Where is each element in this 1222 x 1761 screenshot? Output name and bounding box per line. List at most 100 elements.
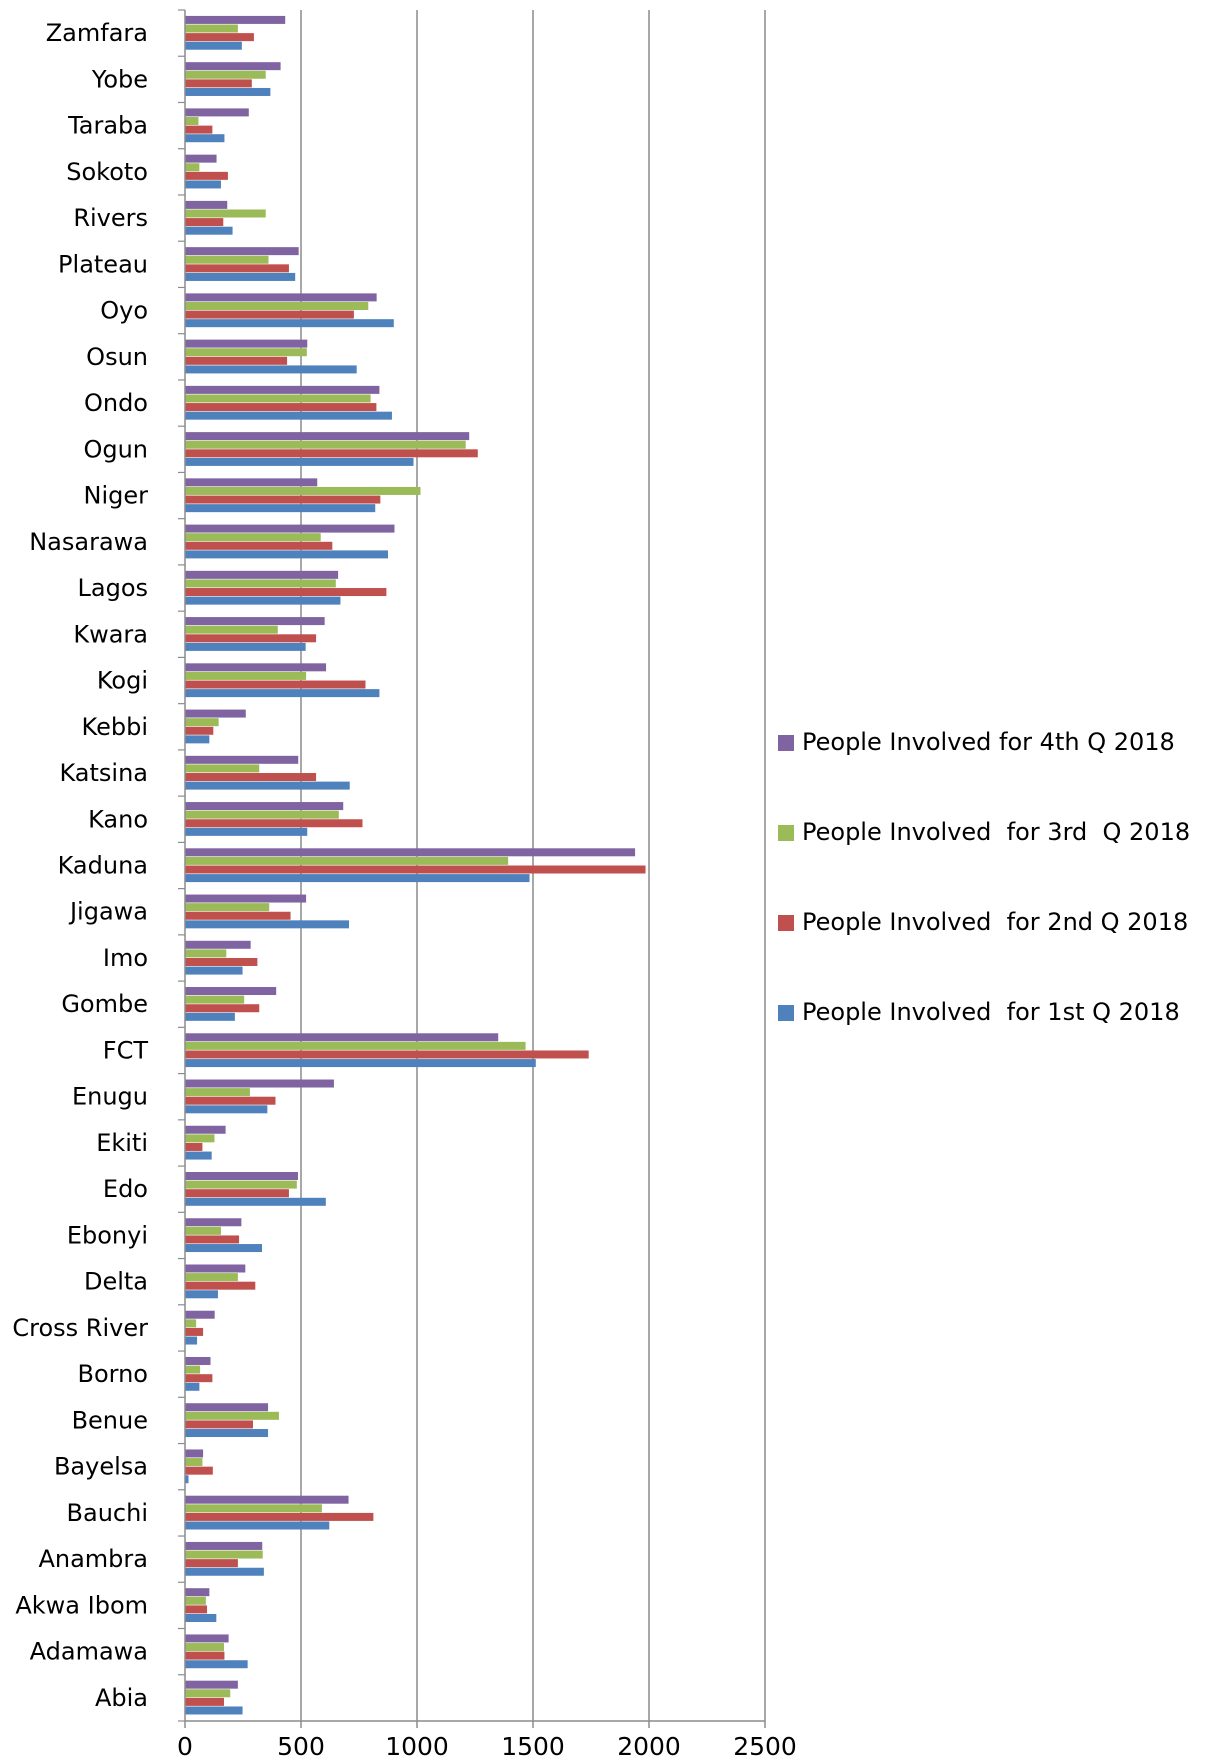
bar xyxy=(185,671,307,680)
bar xyxy=(185,1365,201,1374)
x-axis-ticks: 0 500 1000 1500 2000 2500 xyxy=(177,9,797,1761)
bar xyxy=(185,966,243,975)
bar xyxy=(185,1059,536,1068)
bar xyxy=(185,1310,215,1319)
bar xyxy=(185,1050,589,1059)
bar xyxy=(185,663,327,672)
category-label: Oyo xyxy=(100,297,148,325)
bar xyxy=(185,735,210,744)
bar xyxy=(185,1290,218,1299)
bar xyxy=(185,348,307,357)
category-label: Benue xyxy=(72,1406,148,1434)
bar xyxy=(185,1004,260,1013)
bar xyxy=(185,1689,231,1698)
category-label: Kwara xyxy=(73,620,148,648)
category-label: Ondo xyxy=(84,389,148,417)
bar xyxy=(185,596,341,605)
category-label: Edo xyxy=(103,1175,148,1203)
category-label: Gombe xyxy=(61,990,148,1018)
bar xyxy=(185,1512,374,1521)
bar xyxy=(185,1495,349,1504)
bar xyxy=(185,848,636,857)
bar xyxy=(185,264,289,273)
bar xyxy=(185,272,296,281)
bar xyxy=(185,920,350,929)
tick-label: 1500 xyxy=(501,1732,565,1761)
bar xyxy=(185,15,286,24)
category-label: Kebbi xyxy=(82,713,148,741)
bar xyxy=(185,541,333,550)
bar xyxy=(185,1541,263,1550)
bar xyxy=(185,171,228,180)
bar xyxy=(185,1134,215,1143)
bar xyxy=(185,1125,226,1134)
bar xyxy=(185,865,646,874)
tick-label: 2500 xyxy=(733,1732,797,1761)
category-label: Rivers xyxy=(73,204,148,232)
bar xyxy=(185,570,339,579)
bar xyxy=(185,1588,210,1597)
bar xyxy=(185,617,325,626)
bar xyxy=(185,486,421,495)
bar xyxy=(185,1327,204,1336)
category-label: Ebonyi xyxy=(67,1221,148,1249)
bar xyxy=(185,1596,206,1605)
bar xyxy=(185,403,377,412)
category-label: Bayelsa xyxy=(54,1453,148,1481)
bar xyxy=(185,1411,279,1420)
bar xyxy=(185,478,318,487)
bar xyxy=(185,949,227,958)
category-label: Nasarawa xyxy=(29,528,148,556)
bar xyxy=(185,365,357,374)
bar xyxy=(185,1559,238,1568)
bar xyxy=(185,903,270,912)
bar xyxy=(185,1680,238,1689)
bar xyxy=(185,634,317,643)
bar xyxy=(185,709,246,718)
bar xyxy=(185,1697,224,1706)
bar xyxy=(185,781,350,790)
legend-swatch xyxy=(778,915,794,931)
category-label: Adamawa xyxy=(30,1638,148,1666)
bar xyxy=(185,874,530,883)
bar xyxy=(185,1273,238,1282)
category-label: Bauchi xyxy=(67,1499,148,1527)
bar xyxy=(185,1033,499,1042)
bar xyxy=(185,1403,269,1412)
bar xyxy=(185,1634,229,1643)
category-label: Enugu xyxy=(72,1083,148,1111)
bar xyxy=(185,180,221,189)
tick-label: 2000 xyxy=(617,1732,681,1761)
bar xyxy=(185,1420,253,1429)
bar xyxy=(185,218,224,227)
bar xyxy=(185,1189,289,1198)
bar xyxy=(185,1466,213,1475)
bar xyxy=(185,827,308,836)
bar xyxy=(185,1458,203,1467)
category-label: Kano xyxy=(88,805,148,833)
bar xyxy=(185,1660,248,1669)
category-label: Taraba xyxy=(67,112,148,140)
bar xyxy=(185,301,369,310)
bar xyxy=(185,1449,204,1458)
category-label: Zamfara xyxy=(46,19,148,47)
bar xyxy=(185,1105,268,1114)
bar xyxy=(185,1079,334,1088)
category-labels: Abia Adamawa Akwa Ibom Anambra Bauchi Bayelsa… xyxy=(12,19,148,1712)
bar xyxy=(185,134,225,143)
bar xyxy=(185,356,288,365)
bar xyxy=(185,1336,198,1345)
bar xyxy=(185,550,388,559)
category-label: Jigawa xyxy=(68,898,148,926)
bar xyxy=(185,209,266,218)
bar xyxy=(185,87,271,96)
category-label: Delta xyxy=(84,1268,148,1296)
category-label: Ekiti xyxy=(96,1129,148,1157)
bar xyxy=(185,1172,298,1181)
bar xyxy=(185,504,376,513)
legend-swatch xyxy=(778,1005,794,1021)
bar xyxy=(185,411,392,420)
bar xyxy=(185,1550,263,1559)
bar xyxy=(185,588,387,597)
